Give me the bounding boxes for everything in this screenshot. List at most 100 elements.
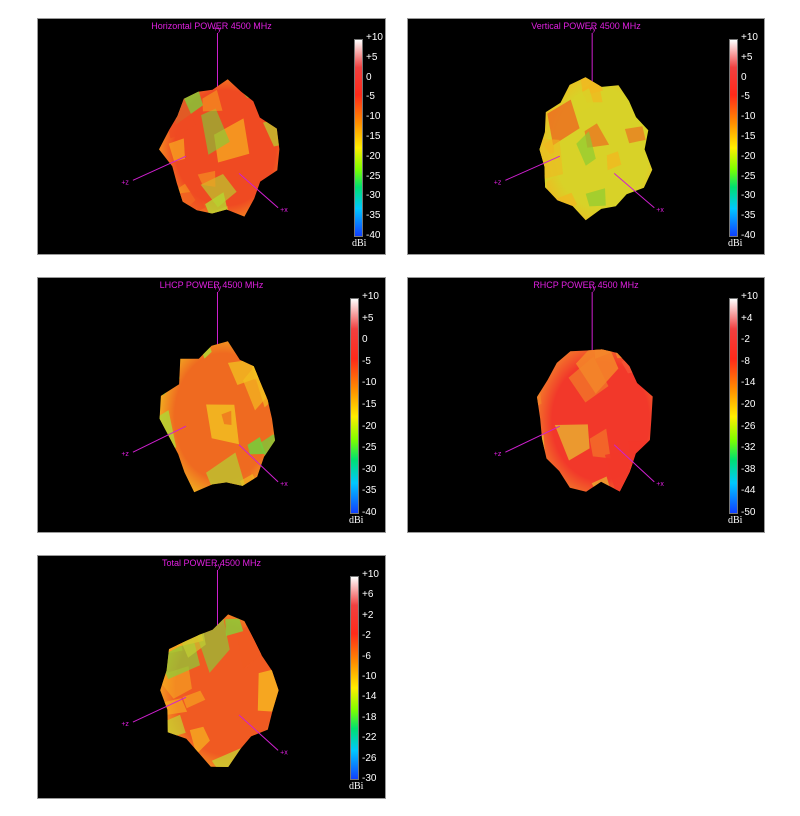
colorbar-tick-label: +4 <box>741 312 753 324</box>
colorbar-tick-label: -5 <box>362 355 371 367</box>
colorbar-tick-label: +5 <box>741 51 753 63</box>
colorbar-tick-label: -5 <box>366 91 375 103</box>
y-axis-label: +y <box>214 285 222 292</box>
x-axis-line <box>613 173 655 209</box>
colorbar-tick-label: +6 <box>362 589 374 601</box>
x-axis-label: +x <box>280 207 288 214</box>
x-axis-line <box>238 173 279 209</box>
x-axis-label: +x <box>280 481 288 488</box>
colorbar-tick-label: +10 <box>362 291 379 302</box>
colorbar-tick-label: +2 <box>362 609 374 621</box>
colorbar <box>354 39 363 237</box>
colorbar-tick-label: -32 <box>741 442 756 454</box>
x-axis-line <box>238 714 279 751</box>
colorbar-tick-label: -20 <box>366 150 381 162</box>
y-axis-label: +y <box>214 563 222 570</box>
colorbar <box>729 39 738 237</box>
colorbar-tick-label: -30 <box>366 190 381 202</box>
colorbar-tick-label: -2 <box>741 334 750 346</box>
x-axis-label: +x <box>280 749 288 756</box>
panel-title: LHCP POWER 4500 MHz <box>159 280 264 290</box>
colorbar-tick-label: -15 <box>366 131 381 142</box>
pattern-panel-total: Total POWER 4500 MHz +y +z +x dBi +10 +6 +2 -… <box>37 555 386 799</box>
colorbar <box>350 298 359 514</box>
colorbar-tick-label: -14 <box>362 691 377 703</box>
colorbar-tick-label: -5 <box>741 91 750 103</box>
z-axis-label: +z <box>494 179 502 186</box>
colorbar-tick-label: -30 <box>362 463 377 475</box>
pattern-plot: +y +z +x <box>494 26 664 221</box>
z-axis-label: +z <box>121 179 129 186</box>
unit-label: dBi <box>349 515 364 526</box>
colorbar-tick-label: -8 <box>741 355 750 367</box>
colorbar <box>350 576 359 780</box>
colorbar-tick-label: -6 <box>362 650 371 662</box>
colorbar-tick-label: -40 <box>362 507 377 518</box>
z-axis-label: +z <box>121 451 129 458</box>
panel-title: Horizontal POWER 4500 MHz <box>151 21 272 31</box>
x-axis-line <box>613 444 655 483</box>
z-axis-label: +z <box>494 451 502 458</box>
colorbar-tick-label: 0 <box>366 71 372 83</box>
colorbar-tick-label: -50 <box>741 507 756 518</box>
colorbar-tick-label: -20 <box>362 420 377 432</box>
colorbar-tick-label: -30 <box>362 773 377 784</box>
colorbar-tick-label: -26 <box>362 752 377 764</box>
colorbar-tick-label: -26 <box>741 420 756 432</box>
colorbar-tick-label: -40 <box>741 230 756 241</box>
pattern-plot: +y +z +x <box>121 26 288 217</box>
colorbar-tick-label: -18 <box>362 711 377 723</box>
colorbar-tick-label: -10 <box>362 377 377 389</box>
colorbar-tick-label: -15 <box>741 131 756 142</box>
colorbar-tick-label: -20 <box>741 399 756 410</box>
unit-label: dBi <box>728 515 743 526</box>
unit-label: dBi <box>728 238 743 249</box>
colorbar <box>729 298 738 514</box>
pattern-panel-rhcp: RHCP POWER 4500 MHz +y +z +x dBi +10 +4 -2 -8… <box>407 277 765 533</box>
pattern-panel-horizontal: Horizontal POWER 4500 MHz +y +z +x dBi +10… <box>37 18 386 255</box>
colorbar-tick-label: +10 <box>362 569 379 580</box>
y-axis-label: +y <box>214 26 222 33</box>
colorbar-tick-label: -20 <box>741 150 756 162</box>
pattern-plot: +y +z +x <box>121 563 288 768</box>
colorbar-tick-label: -22 <box>362 732 377 744</box>
z-axis-line <box>132 425 187 453</box>
colorbar-tick-label: +5 <box>362 312 374 324</box>
colorbar-tick-label: -2 <box>362 630 371 642</box>
colorbar-tick-label: +5 <box>366 51 378 63</box>
colorbar-tick-label: -14 <box>741 377 756 389</box>
y-axis-label: +y <box>588 26 596 33</box>
colorbar-tick-label: -35 <box>362 485 377 497</box>
colorbar-tick-label: -38 <box>741 463 756 475</box>
pattern-plot: +y +z +x <box>494 285 664 492</box>
colorbar-tick-label: -15 <box>362 399 377 410</box>
colorbar-tick-label: -10 <box>362 671 377 682</box>
colorbar-tick-label: -35 <box>366 210 381 222</box>
x-axis-label: +x <box>656 481 664 488</box>
unit-label: dBi <box>352 238 367 249</box>
panel-title: RHCP POWER 4500 MHz <box>533 280 639 290</box>
x-axis-label: +x <box>656 207 664 214</box>
colorbar-tick-label: -44 <box>741 485 756 497</box>
colorbar-tick-label: -30 <box>741 190 756 202</box>
z-axis-line <box>132 155 187 181</box>
colorbar-tick-label: -25 <box>741 170 756 182</box>
z-axis-label: +z <box>121 721 129 728</box>
panel-title: Vertical POWER 4500 MHz <box>531 21 641 31</box>
pattern-panel-lhcp: LHCP POWER 4500 MHz +y +z +x dBi +10 +5 0 -5 -… <box>37 277 386 533</box>
unit-label: dBi <box>349 781 364 792</box>
colorbar-tick-label: 0 <box>741 71 747 83</box>
colorbar-tick-label: +10 <box>741 32 758 43</box>
colorbar-tick-label: -40 <box>366 230 381 241</box>
colorbar-tick-label: +10 <box>741 291 758 302</box>
colorbar-tick-label: -25 <box>362 442 377 454</box>
x-axis-line <box>238 444 279 483</box>
pattern-panel-vertical: Vertical POWER 4500 MHz +y +z +x dBi +10 +5… <box>407 18 765 255</box>
colorbar-tick-label: -10 <box>366 111 381 123</box>
colorbar-tick-label: -25 <box>366 170 381 182</box>
y-axis-label: +y <box>588 285 596 292</box>
colorbar-tick-label: -35 <box>741 210 756 222</box>
colorbar-tick-label: 0 <box>362 334 368 346</box>
z-axis-line <box>505 155 560 181</box>
panel-title: Total POWER 4500 MHz <box>161 558 262 568</box>
